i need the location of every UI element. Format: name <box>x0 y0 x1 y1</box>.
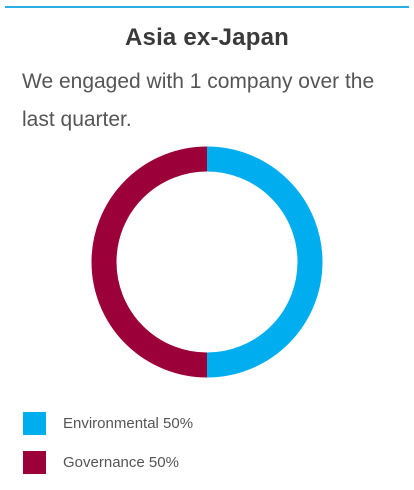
engagement-description: We engaged with 1 company over the last … <box>22 70 375 131</box>
legend-label-environmental: Environmental 50% <box>63 414 194 432</box>
legend: Environmental 50% Governance 50% <box>23 411 194 490</box>
legend-item-environmental: Environmental 50% <box>23 411 194 435</box>
legend-swatch-environmental <box>23 411 46 435</box>
slice-governance <box>91 146 208 378</box>
legend-swatch-governance <box>23 450 46 474</box>
top-rule <box>5 6 409 8</box>
slice-environmental <box>206 146 323 378</box>
legend-label-governance: Governance 50% <box>63 453 179 471</box>
legend-item-governance: Governance 50% <box>23 450 193 474</box>
donut-chart <box>91 146 323 378</box>
chart-title: Asia ex-Japan <box>124 24 289 51</box>
